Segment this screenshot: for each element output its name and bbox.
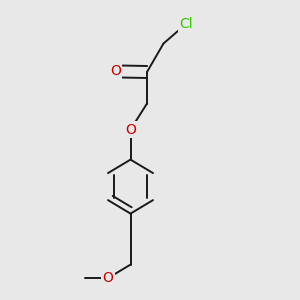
Text: O: O — [110, 64, 121, 78]
Text: O: O — [103, 271, 113, 285]
Text: Cl: Cl — [179, 17, 193, 31]
Text: O: O — [125, 123, 136, 136]
